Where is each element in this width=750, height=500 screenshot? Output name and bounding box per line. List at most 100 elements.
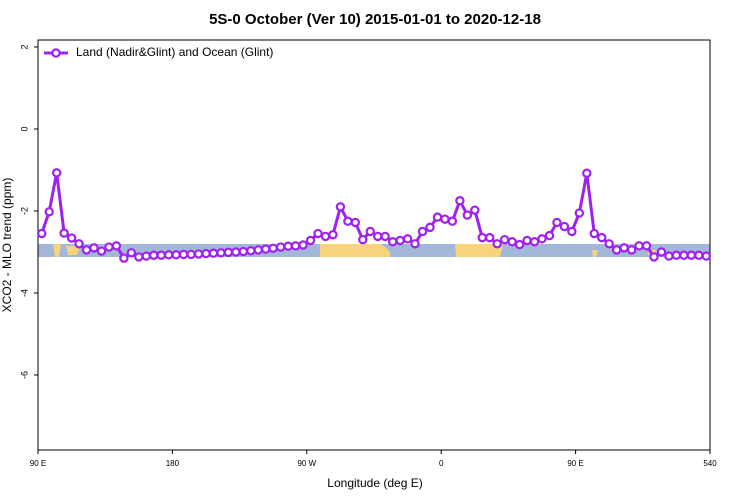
data-point [485,232,495,243]
data-point [275,242,286,252]
data-point [335,202,346,212]
data-point [89,243,99,253]
data-point [589,228,599,239]
y-tick-label: -2 [19,207,29,215]
data-point [499,234,510,245]
data-point [358,234,368,245]
data-point [514,239,525,250]
data-point [582,168,592,178]
data-point [350,217,361,228]
legend-label: Land (Nadir&Glint) and Ocean (Glint) [76,45,273,59]
data-point [679,250,689,260]
data-point [701,251,711,261]
x-axis-label: Longitude (deg E) [327,476,422,490]
data-point [649,252,659,262]
data-point [231,247,241,257]
data-point [574,208,585,218]
data-point [611,245,622,255]
data-point [111,241,122,251]
data-point [178,249,189,260]
data-point [387,237,398,247]
data-point [544,230,555,241]
y-tick-label: 2 [19,44,29,49]
data-point [290,241,301,251]
x-tick-label: 90 W [297,459,316,468]
data-point [567,226,577,237]
data-point [462,210,473,220]
x-tick-label: 90 E [567,459,583,468]
data-point [604,239,614,249]
data-point [619,243,629,253]
data-point [470,205,480,215]
data-point [74,239,84,249]
data-point [686,250,697,260]
data-point [559,221,570,232]
data-point [320,231,331,242]
data-point [283,241,293,251]
y-tick-label: -6 [19,371,29,379]
data-point [193,249,204,259]
data-point [171,250,181,260]
data-point [507,237,517,247]
x-tick-label: 540 [703,459,717,468]
data-point [522,235,532,246]
data-point [417,226,428,237]
data-point [597,232,607,243]
data-point [477,232,487,243]
data-point [298,240,308,250]
legend-marker [51,48,61,58]
data-point [223,247,234,258]
data-point [402,234,413,244]
data-point [425,222,435,233]
data-point [455,196,465,206]
data-point [163,250,174,260]
data-point [432,212,443,222]
data-point [380,231,390,242]
data-point [656,247,667,257]
data-point [395,235,405,246]
data-point [149,250,159,260]
data-point [216,248,226,258]
data-point [268,243,278,253]
data-point [246,246,256,256]
chart-title: 5S-0 October (Ver 10) 2015-01-01 to 2020… [209,11,541,28]
data-point [134,252,144,262]
data-point [119,253,129,263]
data-point [305,235,316,246]
data-point [537,234,547,244]
data-point [238,246,249,257]
y-tick-label: -4 [19,289,29,297]
data-point [261,244,271,254]
x-tick-label: 0 [439,459,444,468]
data-point [410,239,420,249]
data-point [313,228,323,239]
data-point [373,231,383,242]
data-point [634,241,644,251]
data-point [552,217,562,228]
y-axis-label: XCO2 - MLO trend (ppm) [0,178,14,313]
x-tick-label: 180 [166,459,180,468]
data-point [81,245,92,255]
data-point [59,228,69,238]
data-point [671,250,682,260]
data-point [141,251,151,261]
data-point [51,168,62,178]
data-point [664,251,674,261]
data-point [201,248,211,259]
data-point [641,241,652,251]
data-point [66,233,77,243]
data-point [365,226,375,237]
data-point [440,214,450,224]
data-point [626,245,637,255]
plot-frame [37,39,711,451]
data-point [186,249,196,260]
data-point [492,239,502,249]
data-point [253,245,263,255]
data-point [104,242,114,252]
data-point [328,230,338,240]
data-point [44,207,54,217]
data-point [156,250,166,260]
x-tick-label: 90 E [30,459,46,468]
data-point [126,248,137,258]
